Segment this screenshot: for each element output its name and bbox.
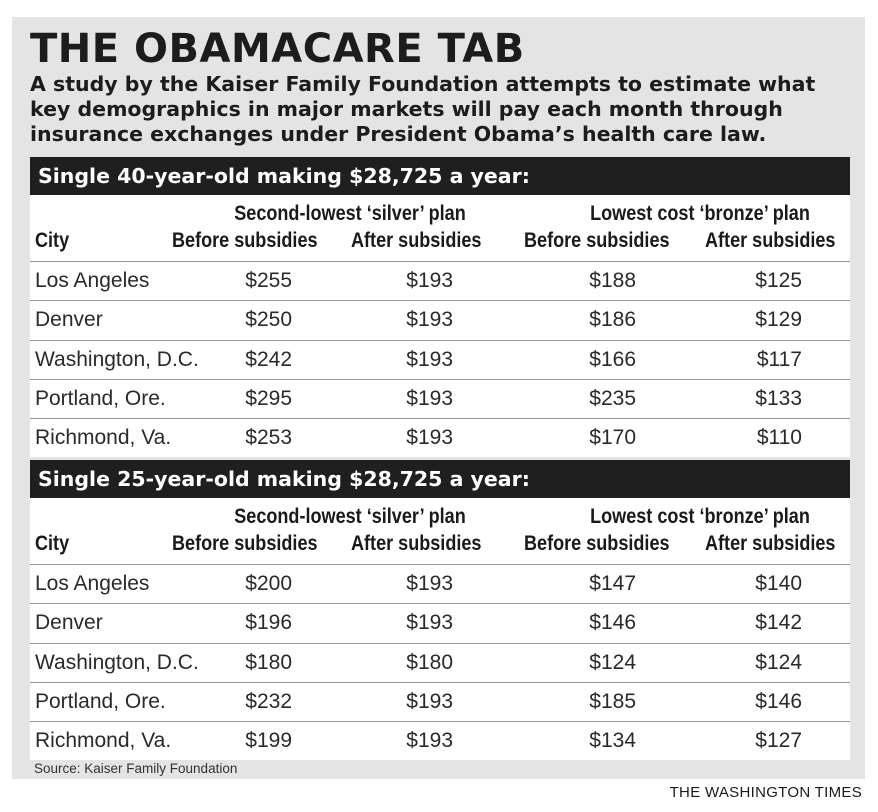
city-cell: Denver — [35, 308, 103, 332]
bronze-after-cell: $117 — [756, 347, 802, 371]
city-cell: Denver — [35, 611, 103, 635]
city-cell: Portland, Ore. — [35, 689, 166, 713]
bronze-before-cell: $166 — [589, 347, 636, 371]
bronze-before-cell: $147 — [589, 572, 636, 595]
city-cell: Washington, D.C. — [35, 347, 199, 371]
table-banner-40yo: Single 40-year-old making $28,725 a year… — [30, 157, 850, 195]
silver-before-cell: $253 — [245, 426, 292, 450]
silver-before-cell: $232 — [245, 689, 292, 713]
group-header-bronze: Lowest cost ‘bronze’ plan — [590, 202, 810, 225]
table-row: Washington, D.C. $180 $180 $124 $124 — [30, 642, 850, 682]
bronze-before-cell: $124 — [589, 650, 636, 674]
city-cell: Washington, D.C. — [35, 650, 199, 674]
silver-before-cell: $242 — [245, 347, 292, 371]
bronze-before-cell: $186 — [589, 308, 636, 332]
bronze-before-cell: $170 — [589, 426, 636, 450]
chart-title: THE OBAMACARE TAB — [30, 26, 525, 72]
silver-after-cell: $193 — [406, 572, 453, 595]
silver-after-cell: $193 — [406, 269, 453, 292]
column-header-silver-before: Before subsidies — [172, 532, 318, 555]
bronze-after-cell: $110 — [756, 426, 802, 450]
silver-after-cell: $193 — [406, 611, 453, 635]
bronze-before-cell: $134 — [589, 729, 636, 753]
column-header-bronze-before: Before subsidies — [524, 532, 670, 555]
city-cell: Richmond, Va. — [35, 426, 172, 450]
bronze-after-cell: $140 — [755, 572, 802, 595]
silver-before-cell: $295 — [245, 386, 292, 410]
silver-before-cell: $250 — [245, 308, 292, 332]
silver-before-cell: $196 — [245, 611, 292, 635]
bronze-after-cell: $133 — [755, 386, 802, 410]
silver-after-cell: $180 — [406, 650, 453, 674]
publisher-credit: THE WASHINGTON TIMES — [669, 784, 862, 801]
silver-before-cell: $255 — [245, 269, 292, 292]
bronze-before-cell: $146 — [589, 611, 636, 635]
table-banner-25yo: Single 25-year-old making $28,725 a year… — [30, 460, 850, 498]
bronze-before-cell: $188 — [589, 269, 636, 292]
group-header-bronze: Lowest cost ‘bronze’ plan — [590, 505, 810, 528]
silver-after-cell: $193 — [406, 347, 453, 371]
table-row: Richmond, Va. $199 $193 $134 $127 — [30, 721, 850, 760]
chart-subtitle: A study by the Kaiser Family Foundation … — [30, 72, 816, 146]
source-note: Source: Kaiser Family Foundation — [34, 761, 238, 776]
silver-after-cell: $193 — [406, 426, 453, 450]
bronze-after-cell: $127 — [755, 729, 802, 753]
group-header-silver: Second-lowest ‘silver’ plan — [234, 505, 466, 528]
silver-after-cell: $193 — [406, 729, 453, 753]
table-row: Portland, Ore. $295 $193 $235 $133 — [30, 378, 850, 418]
city-cell: Richmond, Va. — [35, 729, 172, 753]
city-cell: Los Angeles — [35, 572, 150, 595]
column-header-silver-after: After subsidies — [351, 229, 482, 252]
silver-before-cell: $199 — [245, 729, 292, 753]
table-row: Los Angeles $255 $193 $188 $125 — [30, 261, 850, 300]
column-header-bronze-before: Before subsidies — [524, 229, 670, 252]
bronze-after-cell: $129 — [755, 308, 802, 332]
city-cell: Portland, Ore. — [35, 386, 166, 410]
bronze-after-cell: $125 — [755, 269, 802, 292]
group-header-silver: Second-lowest ‘silver’ plan — [234, 202, 466, 225]
silver-after-cell: $193 — [406, 689, 453, 713]
silver-before-cell: $180 — [245, 650, 292, 674]
table-row: Richmond, Va. $253 $193 $170 $110 — [30, 418, 850, 457]
table-40yo: Second-lowest ‘silver’ plan Lowest cost … — [30, 195, 850, 457]
silver-after-cell: $193 — [406, 386, 453, 410]
silver-before-cell: $200 — [245, 572, 292, 595]
table-row: Washington, D.C. $242 $193 $166 $117 — [30, 339, 850, 379]
column-header-bronze-after: After subsidies — [705, 229, 836, 252]
column-header-city: City — [35, 229, 70, 252]
table-row: Portland, Ore. $232 $193 $185 $146 — [30, 681, 850, 721]
column-header-silver-before: Before subsidies — [172, 229, 318, 252]
bronze-before-cell: $235 — [589, 386, 636, 410]
table-25yo: Second-lowest ‘silver’ plan Lowest cost … — [30, 498, 850, 760]
table-row: Denver $196 $193 $146 $142 — [30, 603, 850, 642]
column-header-bronze-after: After subsidies — [705, 532, 836, 555]
column-header-city: City — [35, 532, 70, 555]
table-row: Los Angeles $200 $193 $147 $140 — [30, 564, 850, 603]
bronze-after-cell: $124 — [755, 650, 802, 674]
silver-after-cell: $193 — [406, 308, 453, 332]
table-row: Denver $250 $193 $186 $129 — [30, 300, 850, 339]
bronze-before-cell: $185 — [589, 689, 636, 713]
city-cell: Los Angeles — [35, 269, 150, 292]
bronze-after-cell: $146 — [755, 689, 802, 713]
bronze-after-cell: $142 — [755, 611, 802, 635]
column-header-silver-after: After subsidies — [351, 532, 482, 555]
